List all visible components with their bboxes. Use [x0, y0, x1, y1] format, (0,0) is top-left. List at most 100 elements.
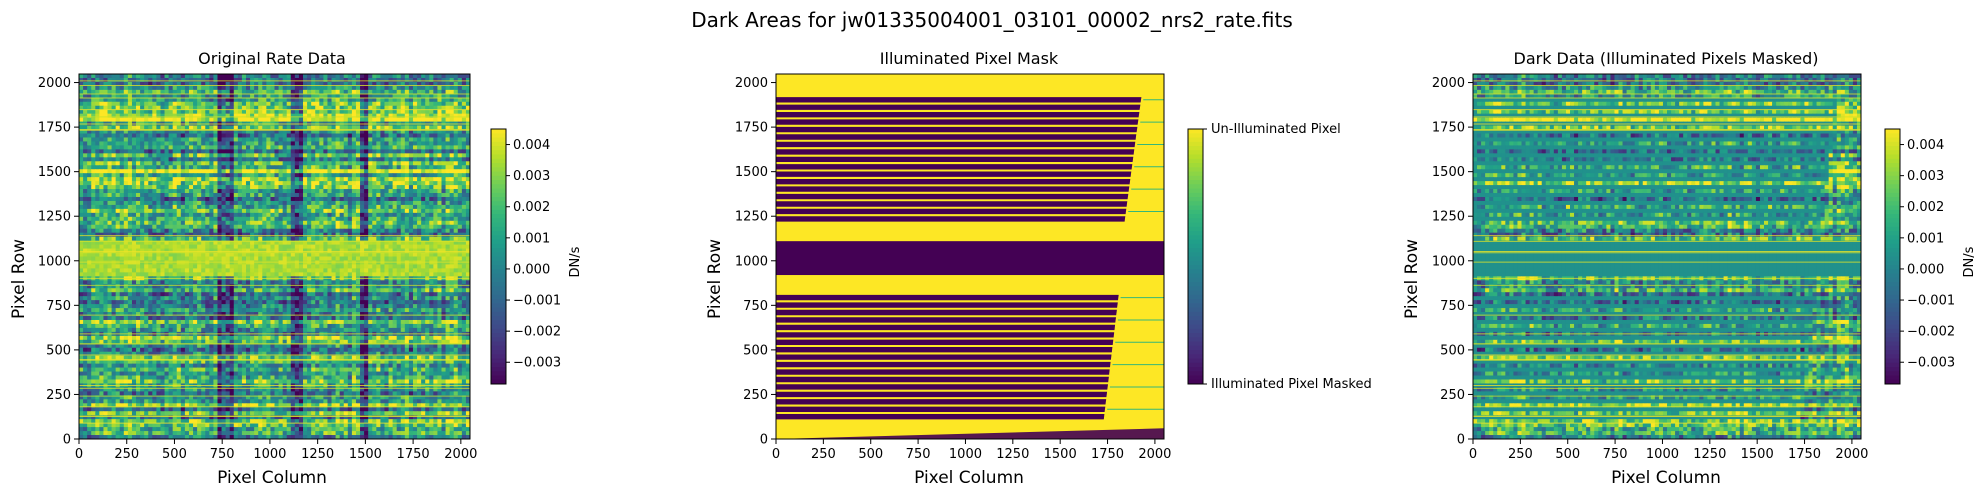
heatmap-cell [319, 272, 324, 277]
heatmap-cell [335, 260, 341, 266]
heatmap-cell [343, 169, 349, 174]
heatmap-cell [274, 153, 280, 158]
heatmap-cell [364, 240, 369, 246]
heatmap-cell [225, 228, 231, 234]
heatmap-cell [315, 268, 320, 273]
heatmap-cell [286, 125, 292, 131]
heatmap-cell [307, 177, 312, 182]
heatmap-cell [164, 105, 170, 111]
heatmap-cell [364, 169, 369, 174]
heatmap-cell [250, 93, 255, 99]
heatmap-cell [372, 153, 377, 158]
heatmap-cell [400, 101, 406, 107]
heatmap-cell [180, 77, 186, 83]
heatmap-cell [368, 177, 373, 182]
heatmap-cell [119, 89, 125, 95]
heatmap-cell [250, 232, 255, 238]
heatmap-cell [193, 256, 198, 262]
heatmap-cell [160, 137, 166, 143]
heatmap-cell [286, 81, 292, 87]
heatmap-cell [197, 137, 202, 143]
heatmap-cell [213, 77, 219, 83]
heatmap-cell [282, 173, 288, 178]
heatmap-cell [315, 157, 320, 162]
heatmap-cell [376, 204, 381, 210]
heatmap-cell [396, 244, 402, 250]
heatmap-cell [351, 260, 357, 266]
heatmap-cell [221, 157, 227, 162]
heatmap-cell [453, 173, 459, 178]
heatmap-cell [368, 117, 373, 123]
heatmap-cell [184, 200, 190, 206]
heatmap-cell [408, 200, 414, 206]
heatmap-cell [457, 252, 463, 258]
heatmap-cell [229, 177, 235, 182]
heatmap-cell [237, 272, 243, 277]
heatmap-cell [140, 153, 145, 158]
heatmap-cell [351, 125, 357, 131]
heatmap-cell [168, 89, 174, 95]
heatmap-cell [107, 196, 113, 202]
heatmap-cell [380, 113, 386, 119]
heatmap-cell [83, 181, 88, 186]
heatmap-cell [404, 153, 410, 158]
heatmap-cell [417, 145, 422, 150]
heatmap-cell [331, 177, 337, 182]
heatmap-cell [461, 77, 467, 83]
heatmap-cell [311, 224, 316, 230]
heatmap-cell [453, 177, 459, 182]
heatmap-cell [298, 145, 304, 150]
heatmap-cell [327, 153, 333, 158]
heatmap-cell [437, 74, 443, 79]
heatmap-cell [180, 260, 186, 266]
heatmap-cell [465, 113, 470, 119]
heatmap-cell [266, 129, 272, 135]
heatmap-cell [351, 181, 357, 186]
heatmap-cell [258, 196, 263, 202]
heatmap-cell [131, 224, 137, 230]
heatmap-cell [429, 101, 434, 107]
heatmap-cell [91, 145, 96, 150]
heatmap-cell [355, 264, 361, 269]
heatmap-cell [237, 173, 243, 178]
heatmap-cell [111, 81, 117, 87]
heatmap-cell [95, 157, 100, 162]
heatmap-cell [388, 204, 394, 210]
heatmap-cell [140, 196, 145, 202]
heatmap-cell [339, 105, 345, 111]
heatmap-cell [343, 256, 349, 262]
heatmap-cell [315, 137, 320, 143]
heatmap-cell [445, 216, 451, 222]
heatmap-cell [380, 196, 386, 202]
heatmap-cell [368, 77, 373, 83]
heatmap-cell [294, 240, 300, 246]
heatmap-cell [433, 232, 439, 238]
heatmap-cell [270, 165, 276, 170]
heatmap-cell [453, 105, 459, 111]
heatmap-cell [201, 185, 206, 190]
heatmap-cell [290, 204, 296, 210]
heatmap-cell [83, 145, 88, 150]
heatmap-cell [364, 161, 369, 166]
heatmap-cell [237, 189, 243, 194]
heatmap-cell [311, 169, 316, 174]
heatmap-cell [217, 232, 223, 238]
heatmap-cell [376, 185, 381, 190]
heatmap-cell [217, 181, 223, 186]
heatmap-cell [319, 97, 324, 103]
heatmap-cell [425, 149, 430, 154]
heatmap-cell [319, 256, 324, 262]
heatmap-cell [307, 77, 312, 83]
heatmap-cell [217, 141, 223, 147]
heatmap-cell [111, 232, 117, 238]
heatmap-cell [315, 173, 320, 178]
heatmap-cell [278, 97, 284, 103]
heatmap-cell [213, 137, 219, 143]
figure-suptitle: Dark Areas for jw01335004001_03101_00002… [691, 8, 1293, 32]
heatmap-cell [360, 109, 365, 115]
heatmap-cell [254, 117, 259, 123]
heatmap-cell [368, 109, 373, 115]
heatmap-cell [307, 200, 312, 206]
heatmap-cell [290, 125, 296, 131]
heatmap-cell [323, 236, 329, 242]
